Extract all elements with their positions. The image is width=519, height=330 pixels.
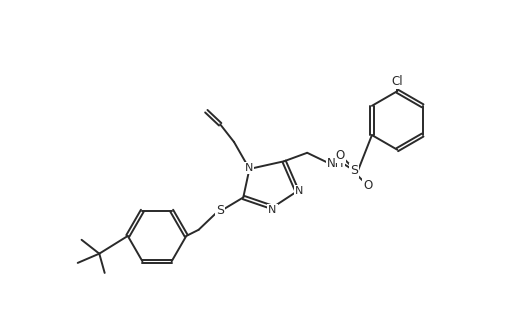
Text: Cl: Cl [391,76,403,88]
Text: O: O [336,148,345,162]
Text: N: N [295,186,304,196]
Text: S: S [350,164,358,177]
Text: N: N [268,205,277,215]
Text: S: S [216,204,224,217]
Text: N: N [244,163,253,173]
Text: O: O [363,180,373,192]
Text: NH: NH [327,157,345,170]
